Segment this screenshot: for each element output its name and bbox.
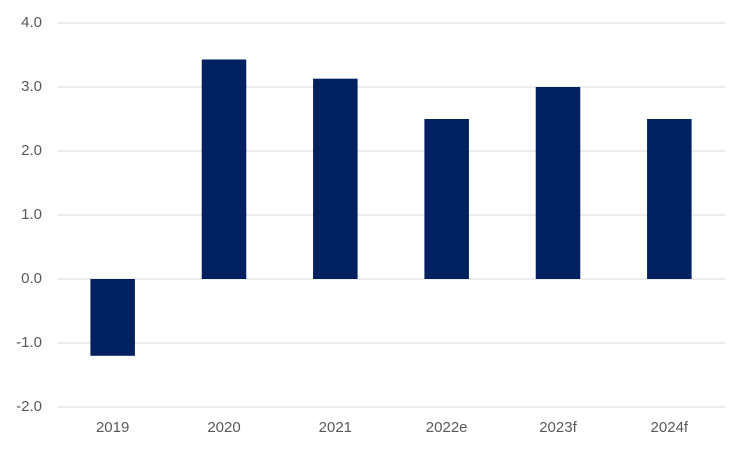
y-tick-label: 3.0 [21,78,42,95]
y-tick-label: 4.0 [21,14,42,31]
bar [313,78,358,280]
y-tick-label: -1.0 [16,334,42,351]
x-tick-label: 2019 [96,419,129,436]
y-tick-label: -2.0 [16,398,42,415]
y-tick-label: 1.0 [21,206,42,223]
bar [424,119,469,279]
x-tick-label: 2024f [651,419,689,436]
bar [535,87,581,279]
bar [90,279,135,356]
bar [201,59,247,280]
y-tick-label: 2.0 [21,142,42,159]
x-tick-label: 2023f [539,419,577,436]
y-tick-label: 0.0 [21,270,42,287]
x-tick-label: 2022e [426,419,468,436]
x-tick-label: 2020 [207,419,240,436]
bar [647,119,692,279]
x-tick-label: 2021 [319,419,352,436]
